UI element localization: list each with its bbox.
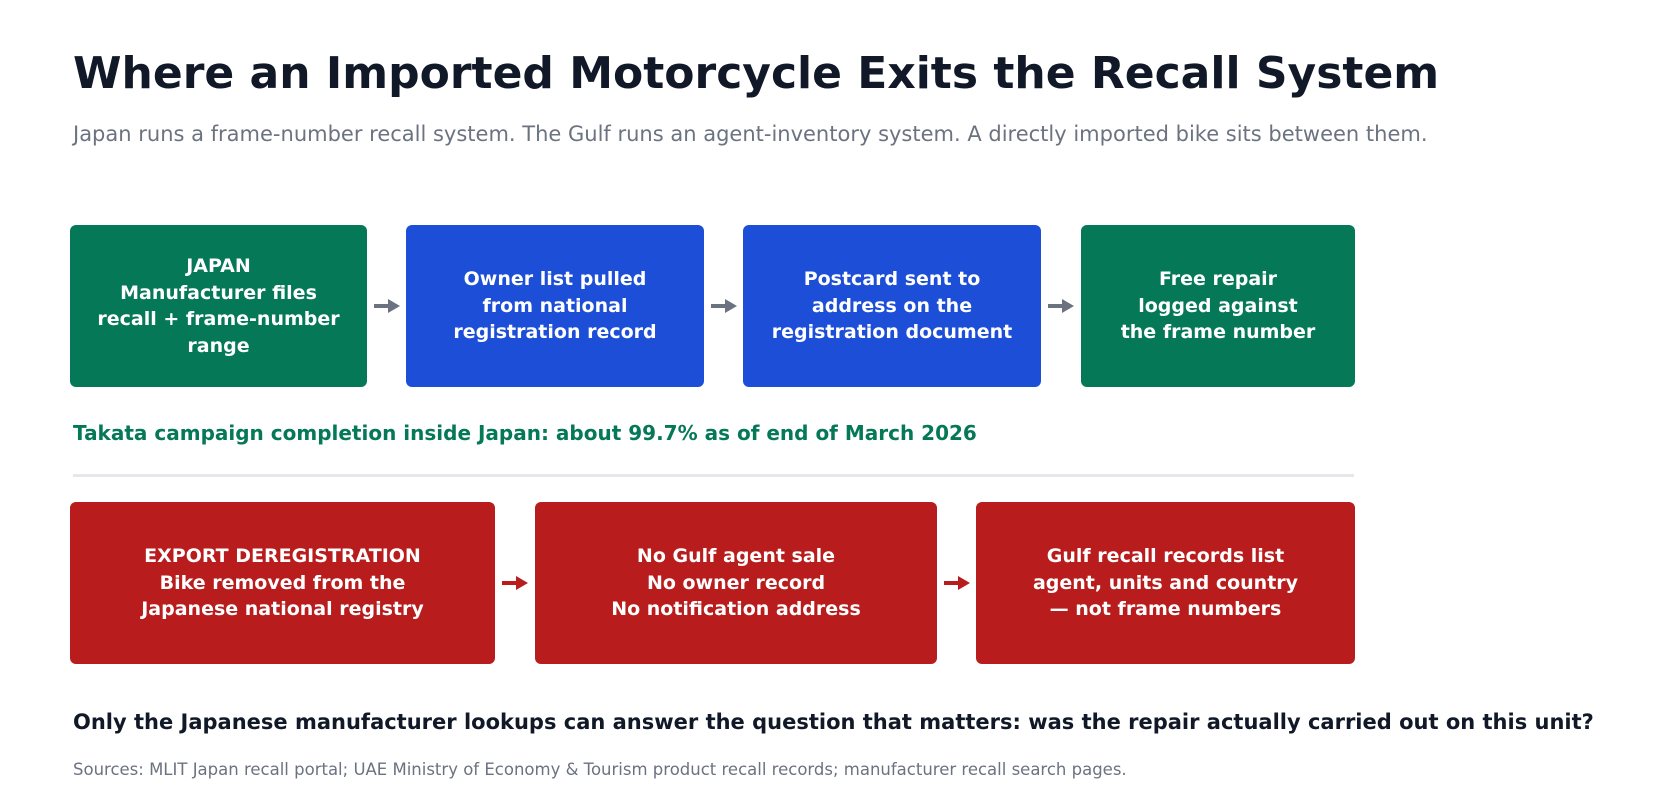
box-line: the frame number bbox=[1120, 321, 1316, 344]
box-line: JAPAN bbox=[186, 255, 251, 277]
box-line: EXPORT DEREGISTRATION bbox=[144, 545, 421, 568]
box-line: recall + frame-number bbox=[97, 308, 340, 330]
box-line: — not frame numbers bbox=[1049, 598, 1282, 621]
conclusion: Only the Japanese manufacturer lookups c… bbox=[73, 710, 1594, 734]
box-line: from national bbox=[482, 294, 628, 317]
divider bbox=[73, 474, 1354, 477]
flow-box: JAPAN Manufacturer files recall + frame-nu… bbox=[70, 225, 367, 387]
box-line: Owner list pulled bbox=[463, 268, 647, 291]
arrow bbox=[502, 576, 528, 590]
box-line: agent, units and country bbox=[1032, 571, 1299, 594]
flow-box: Owner list pulled from national registrati… bbox=[406, 225, 704, 387]
flow-box: EXPORT DEREGISTRATION Bike removed from t… bbox=[70, 502, 495, 664]
box-line: Postcard sent to bbox=[803, 268, 981, 291]
box-line: registration document bbox=[771, 321, 1013, 344]
flow-box: Free repair logged against the frame numbe… bbox=[1081, 225, 1355, 387]
arrow bbox=[1048, 299, 1074, 313]
box-line: Free repair bbox=[1158, 268, 1278, 291]
box-line: logged against bbox=[1138, 294, 1298, 317]
arrow bbox=[710, 299, 737, 313]
flow-box: Postcard sent to address on the registrati… bbox=[743, 225, 1041, 387]
box-line: address on the bbox=[811, 294, 973, 317]
note: Takata campaign completion inside Japan:… bbox=[73, 421, 977, 445]
box-line: No Gulf agent sale bbox=[636, 545, 836, 568]
arrow bbox=[943, 576, 970, 590]
box-line: Gulf recall records list bbox=[1046, 545, 1285, 568]
box-line: No notification address bbox=[611, 598, 861, 621]
box-line: Manufacturer files bbox=[120, 281, 317, 304]
box-line: range bbox=[187, 334, 250, 357]
title: Where an Imported Motorcycle Exits the R… bbox=[73, 48, 1440, 99]
flow-box: Gulf recall records list agent, units and… bbox=[976, 502, 1355, 664]
sources: Sources: MLIT Japan recall portal; UAE M… bbox=[73, 760, 1127, 779]
subtitle: Japan runs a frame-number recall system.… bbox=[73, 122, 1428, 146]
box-line: registration record bbox=[453, 321, 657, 344]
flow-box: No Gulf agent sale No owner record No noti… bbox=[535, 502, 937, 664]
box-line: Japanese national registry bbox=[141, 598, 424, 621]
box-line: No owner record bbox=[646, 571, 826, 594]
arrow bbox=[373, 299, 400, 313]
box-line: Bike removed from the bbox=[159, 571, 406, 594]
